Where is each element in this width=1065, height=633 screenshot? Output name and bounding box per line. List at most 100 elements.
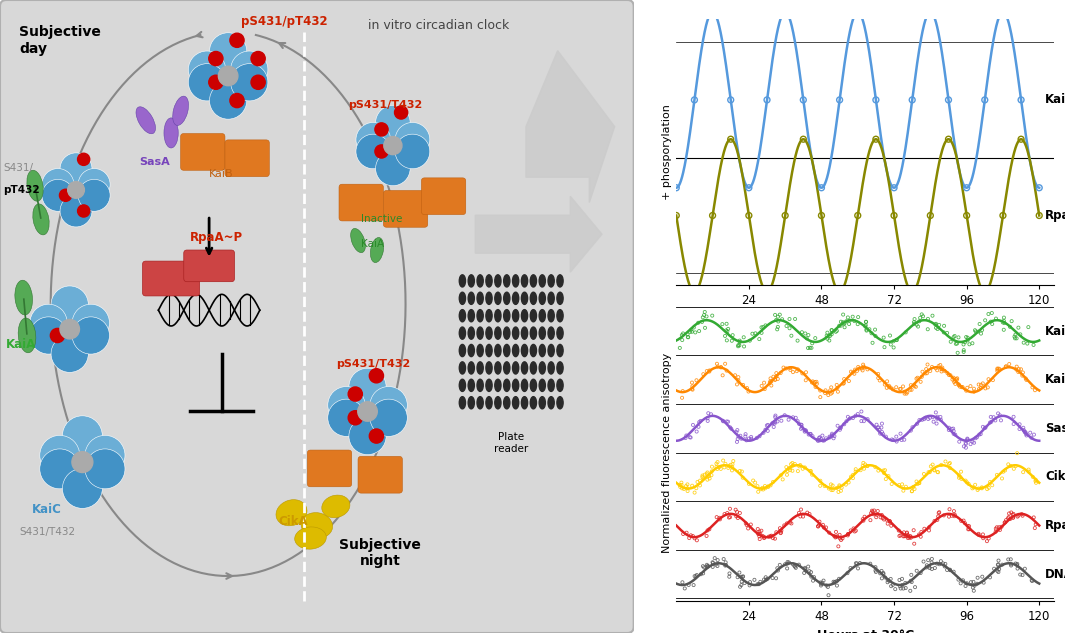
- Circle shape: [72, 452, 93, 472]
- Point: [1014, 370, 1031, 380]
- Point: [845, 368, 862, 378]
- Circle shape: [231, 64, 268, 101]
- Point: [821, 335, 838, 346]
- Circle shape: [495, 292, 501, 304]
- Circle shape: [72, 304, 110, 341]
- Point: [979, 484, 996, 494]
- Point: [798, 367, 815, 377]
- Point: [704, 311, 721, 321]
- Circle shape: [548, 275, 554, 287]
- Point: [718, 417, 735, 427]
- Point: [794, 464, 812, 474]
- Point: [951, 470, 968, 480]
- Point: [779, 518, 796, 529]
- Point: [1005, 411, 1022, 422]
- Point: [842, 472, 859, 482]
- Point: [899, 527, 916, 537]
- Point: [822, 382, 839, 392]
- Point: [720, 463, 737, 473]
- Circle shape: [539, 397, 545, 409]
- Point: [1000, 555, 1017, 565]
- Point: [938, 328, 955, 338]
- Point: [700, 408, 717, 418]
- Point: [928, 363, 945, 373]
- Point: [984, 375, 1001, 385]
- Circle shape: [459, 344, 465, 356]
- Point: [818, 433, 835, 443]
- Point: [917, 413, 934, 423]
- Point: [940, 423, 957, 433]
- Point: [876, 572, 894, 582]
- Point: [810, 517, 828, 527]
- Point: [835, 379, 852, 389]
- Circle shape: [459, 327, 465, 339]
- Point: [841, 315, 858, 325]
- Point: [849, 7, 866, 17]
- Circle shape: [230, 94, 244, 108]
- Point: [809, 436, 826, 446]
- Point: [770, 311, 787, 322]
- Point: [829, 421, 846, 431]
- Point: [980, 534, 997, 544]
- Point: [932, 360, 949, 370]
- Point: [855, 361, 872, 372]
- Point: [701, 524, 718, 534]
- Point: [800, 330, 817, 340]
- Point: [769, 417, 786, 427]
- Point: [897, 327, 914, 337]
- Point: [818, 330, 835, 341]
- Point: [1000, 512, 1017, 522]
- Point: [724, 459, 741, 469]
- Point: [891, 581, 908, 591]
- Point: [985, 563, 1002, 573]
- Point: [908, 477, 925, 487]
- Point: [888, 335, 905, 345]
- Circle shape: [39, 449, 80, 489]
- Point: [858, 325, 875, 335]
- Circle shape: [469, 310, 474, 322]
- Point: [777, 462, 794, 472]
- Point: [781, 558, 798, 568]
- Point: [898, 389, 915, 399]
- Circle shape: [495, 344, 501, 356]
- Point: [799, 508, 816, 518]
- Point: [820, 590, 837, 600]
- Point: [703, 467, 720, 477]
- Point: [868, 510, 885, 520]
- Point: [922, 210, 939, 220]
- Point: [977, 422, 994, 432]
- Point: [800, 343, 817, 353]
- Point: [806, 377, 823, 387]
- Point: [947, 379, 964, 389]
- Point: [929, 467, 946, 477]
- Point: [857, 316, 874, 327]
- Point: [867, 562, 884, 572]
- Point: [961, 521, 978, 531]
- Point: [880, 518, 897, 529]
- Point: [934, 363, 951, 373]
- Circle shape: [539, 327, 545, 339]
- Point: [730, 572, 747, 582]
- Point: [756, 483, 773, 493]
- Point: [672, 482, 689, 492]
- Point: [1003, 316, 1020, 326]
- Circle shape: [60, 195, 92, 227]
- Point: [861, 324, 878, 334]
- Circle shape: [395, 134, 430, 169]
- Circle shape: [459, 362, 465, 374]
- Point: [718, 366, 735, 376]
- Point: [982, 412, 999, 422]
- Point: [908, 418, 925, 429]
- Point: [936, 366, 953, 376]
- Point: [937, 456, 954, 467]
- Circle shape: [375, 123, 388, 136]
- Point: [728, 379, 745, 389]
- Point: [754, 531, 771, 541]
- Point: [965, 577, 982, 587]
- Point: [973, 325, 990, 335]
- Point: [902, 380, 919, 390]
- Point: [819, 334, 836, 344]
- Point: [903, 486, 920, 496]
- Point: [721, 512, 738, 522]
- Point: [786, 459, 803, 469]
